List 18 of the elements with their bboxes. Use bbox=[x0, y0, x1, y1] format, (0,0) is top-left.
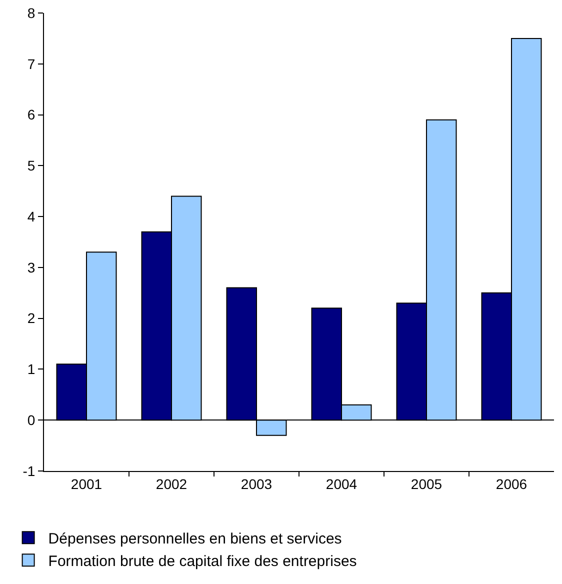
y-tick-label: 3 bbox=[27, 259, 36, 276]
y-tick-label: 2 bbox=[27, 310, 36, 326]
x-tick-label: 2004 bbox=[326, 476, 358, 492]
y-tick-label: 8 bbox=[27, 4, 36, 21]
x-tick-label: 2006 bbox=[496, 476, 528, 492]
y-tick-label: 0 bbox=[27, 412, 36, 428]
y-tick-label: 5 bbox=[27, 158, 36, 174]
x-tick-label: 2001 bbox=[70, 476, 102, 492]
x-tick-label: 2003 bbox=[240, 476, 272, 492]
y-tick-label: 6 bbox=[27, 106, 36, 123]
legend-label: Formation brute de capital fixe des entreprises bbox=[48, 552, 357, 570]
y-tick-label: 1 bbox=[27, 361, 36, 378]
x-tick-label: 2005 bbox=[410, 476, 442, 492]
y-tick-label: 4 bbox=[27, 208, 36, 224]
y-tick-label: -1 bbox=[22, 462, 36, 479]
y-tick-label: 7 bbox=[27, 56, 36, 72]
x-tick-label: 2002 bbox=[156, 476, 188, 492]
legend-label: Dépenses personnelles en biens et services bbox=[48, 530, 342, 548]
